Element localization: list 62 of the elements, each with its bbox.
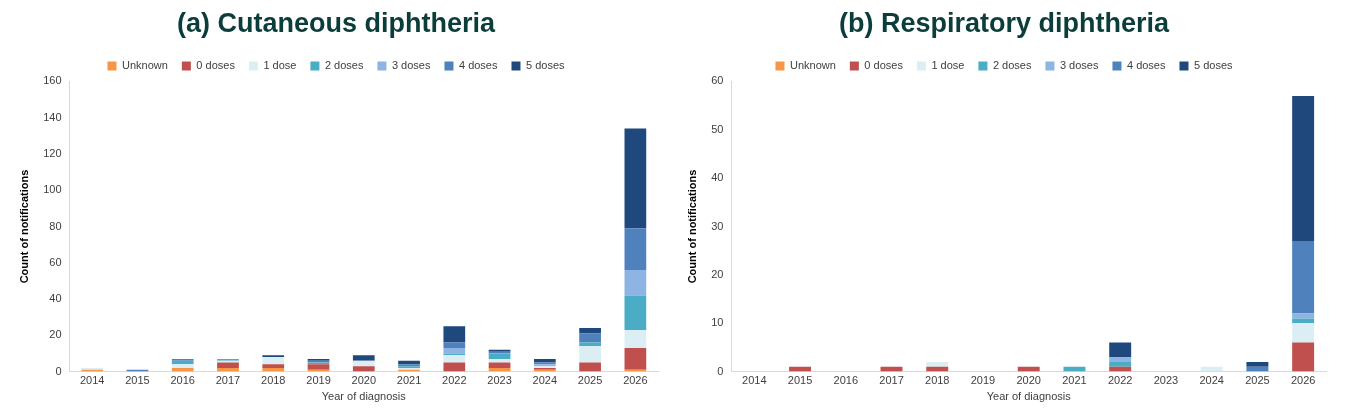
y-tick-label: 30	[711, 219, 724, 232]
y-tick-label: 80	[49, 219, 62, 232]
x-tick-label: 2022	[1107, 374, 1133, 387]
y-axis-title: Count of notifications	[17, 169, 30, 284]
legend-label: 4 doses	[458, 58, 498, 71]
x-tick-label: 2024	[1199, 374, 1224, 387]
y-axis-title: Count of notifications	[685, 169, 698, 284]
x-tick-label: 2020	[1016, 374, 1041, 387]
legend-label: 3 doses	[391, 58, 431, 71]
x-tick-label: 2019	[970, 374, 996, 387]
x-tick-label: 2020	[351, 374, 377, 387]
legend-label: 1 dose	[263, 58, 297, 71]
x-tick-label: 2021	[1062, 374, 1087, 387]
y-tick-label: 120	[43, 146, 62, 159]
legend-label: 3 doses	[1059, 58, 1099, 71]
x-axis-title: Year of diagnosis	[986, 390, 1072, 403]
x-tick-label: 2023	[1153, 374, 1179, 387]
x-tick-label: 2014	[742, 374, 767, 387]
legend-label: 0 doses	[864, 58, 904, 71]
y-tick-label: 10	[711, 316, 724, 329]
x-tick-label: 2016	[170, 374, 195, 387]
x-tick-label: 2024	[532, 374, 558, 387]
y-tick-label: 40	[711, 171, 724, 184]
y-tick-label: 60	[49, 255, 62, 268]
x-tick-label: 2023	[487, 374, 512, 387]
y-tick-label: 40	[49, 292, 62, 305]
y-tick-label: 60	[711, 74, 724, 87]
x-tick-label: 2017	[215, 374, 241, 387]
x-axis-title: Year of diagnosis	[321, 390, 407, 403]
x-tick-label: 2017	[879, 374, 904, 387]
x-tick-label: 2022	[442, 374, 467, 387]
x-tick-label: 2021	[396, 374, 422, 387]
legend-label: 1 dose	[931, 58, 965, 71]
x-tick-label: 2025	[1245, 374, 1270, 387]
y-tick-label: 50	[711, 122, 724, 135]
legend-label: 5 doses	[525, 58, 566, 71]
chart-title: (a) Cutaneous diphtheria	[176, 7, 496, 38]
x-tick-label: 2026	[1290, 374, 1316, 387]
y-tick-label: 20	[49, 328, 62, 341]
legend-label: 0 doses	[196, 58, 236, 71]
x-tick-label: 2014	[79, 374, 105, 387]
x-tick-label: 2018	[925, 374, 950, 387]
x-tick-label: 2018	[261, 374, 286, 387]
y-tick-label: 100	[43, 183, 62, 196]
y-tick-label: 0	[55, 364, 62, 377]
y-tick-label: 20	[711, 267, 724, 280]
x-tick-label: 2025	[577, 374, 603, 387]
legend-label: Unknown	[789, 58, 836, 71]
legend-label: 2 doses	[324, 58, 364, 71]
x-tick-label: 2015	[125, 374, 150, 387]
legend-label: 5 doses	[1193, 58, 1234, 71]
chart-title: (b) Respiratory diphtheria	[838, 7, 1170, 38]
y-tick-label: 160	[43, 74, 62, 87]
x-tick-label: 2016	[833, 374, 859, 387]
legend-label: 2 doses	[992, 58, 1032, 71]
x-tick-label: 2019	[306, 374, 331, 387]
x-tick-label: 2026	[623, 374, 648, 387]
y-tick-label: 140	[43, 110, 62, 123]
legend-label: Unknown	[121, 58, 168, 71]
legend-label: 4 doses	[1126, 58, 1166, 71]
y-tick-label: 0	[717, 364, 724, 377]
x-tick-label: 2015	[787, 374, 813, 387]
